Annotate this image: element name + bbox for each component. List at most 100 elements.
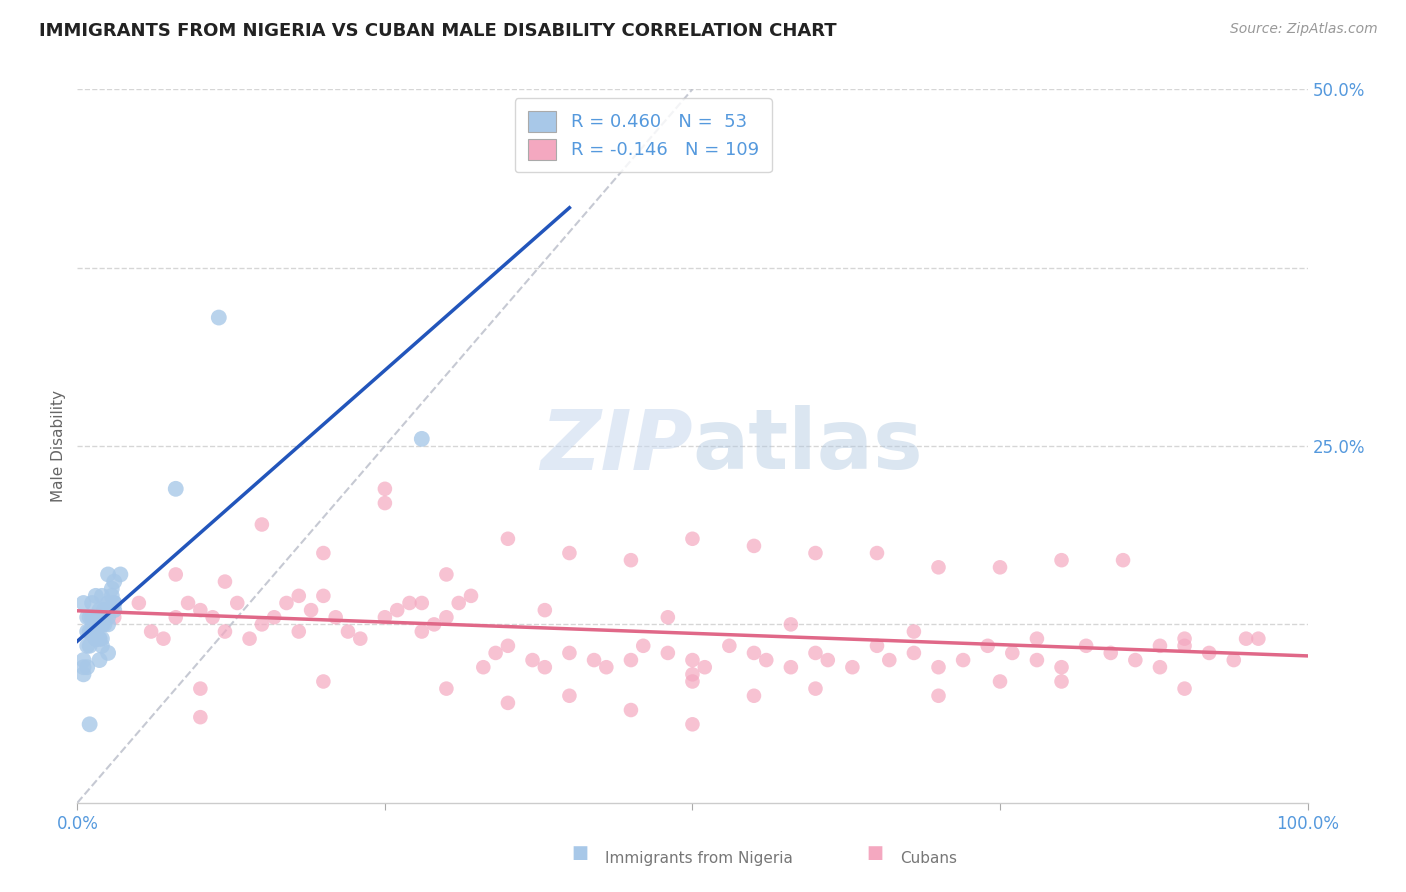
Point [201, 610, 224, 624]
Point [90, 589, 114, 603]
Point [1223, 653, 1246, 667]
Point [165, 610, 187, 624]
Point [79, 639, 101, 653]
Point [152, 632, 174, 646]
Point [312, 546, 335, 560]
Point [97, 646, 120, 660]
Point [1149, 639, 1171, 653]
Point [89, 653, 111, 667]
Point [89, 632, 111, 646]
Point [337, 624, 360, 639]
Point [76, 624, 98, 639]
Point [90, 632, 114, 646]
Point [177, 596, 200, 610]
Point [82, 610, 104, 624]
Point [988, 560, 1011, 574]
Point [312, 589, 335, 603]
Point [1050, 660, 1073, 674]
Point [411, 596, 433, 610]
Point [682, 653, 704, 667]
Point [82, 624, 104, 639]
Point [90, 639, 114, 653]
Point [208, 310, 231, 325]
Point [1099, 646, 1122, 660]
Point [82, 624, 104, 639]
Point [97, 567, 120, 582]
Point [288, 589, 311, 603]
Point [103, 574, 125, 589]
Point [1026, 653, 1049, 667]
Point [1076, 639, 1098, 653]
Point [79, 717, 101, 731]
Point [325, 610, 347, 624]
Point [928, 689, 950, 703]
Point [485, 646, 508, 660]
Point [866, 546, 889, 560]
Point [928, 660, 950, 674]
Point [84, 632, 107, 646]
Point [374, 610, 396, 624]
Point [657, 610, 679, 624]
Point [72, 653, 94, 667]
Point [1198, 646, 1220, 660]
Point [879, 653, 901, 667]
Point [84, 624, 107, 639]
Point [558, 546, 581, 560]
Point [188, 681, 212, 696]
Point [1174, 639, 1197, 653]
Point [496, 532, 519, 546]
Point [841, 660, 863, 674]
Text: Immigrants from Nigeria: Immigrants from Nigeria [606, 851, 793, 865]
Point [1234, 632, 1257, 646]
Point [804, 546, 827, 560]
Point [188, 603, 212, 617]
Point [93, 603, 115, 617]
Point [1001, 646, 1024, 660]
Point [903, 646, 925, 660]
Point [780, 617, 803, 632]
Point [82, 596, 104, 610]
Point [1174, 632, 1197, 646]
Point [93, 617, 115, 632]
Point [103, 603, 125, 617]
Legend: R = 0.460   N =  53, R = -0.146   N = 109: R = 0.460 N = 53, R = -0.146 N = 109 [515, 98, 772, 172]
Point [226, 596, 249, 610]
Point [742, 539, 765, 553]
Point [817, 653, 839, 667]
Text: ZIP: ZIP [540, 406, 693, 486]
Point [165, 567, 187, 582]
Point [84, 632, 107, 646]
Point [76, 610, 98, 624]
Point [423, 617, 446, 632]
Y-axis label: Male Disability: Male Disability [51, 390, 66, 502]
Point [312, 674, 335, 689]
Point [682, 717, 704, 731]
Point [595, 660, 617, 674]
Point [72, 667, 94, 681]
Point [398, 596, 420, 610]
Point [93, 603, 115, 617]
Point [89, 610, 111, 624]
Point [522, 653, 544, 667]
Point [89, 603, 111, 617]
Point [583, 653, 606, 667]
Point [250, 517, 273, 532]
Point [742, 689, 765, 703]
Text: ■: ■ [571, 844, 589, 862]
Point [1026, 632, 1049, 646]
Point [90, 617, 114, 632]
Point [188, 710, 212, 724]
Point [620, 703, 643, 717]
Point [411, 432, 433, 446]
Point [374, 482, 396, 496]
Point [866, 639, 889, 653]
Text: IMMIGRANTS FROM NIGERIA VS CUBAN MALE DISABILITY CORRELATION CHART: IMMIGRANTS FROM NIGERIA VS CUBAN MALE DI… [39, 22, 837, 40]
Point [436, 681, 458, 696]
Point [682, 532, 704, 546]
Point [682, 674, 704, 689]
Point [349, 632, 371, 646]
Point [472, 660, 495, 674]
Point [1112, 553, 1135, 567]
Point [103, 596, 125, 610]
Point [72, 660, 94, 674]
